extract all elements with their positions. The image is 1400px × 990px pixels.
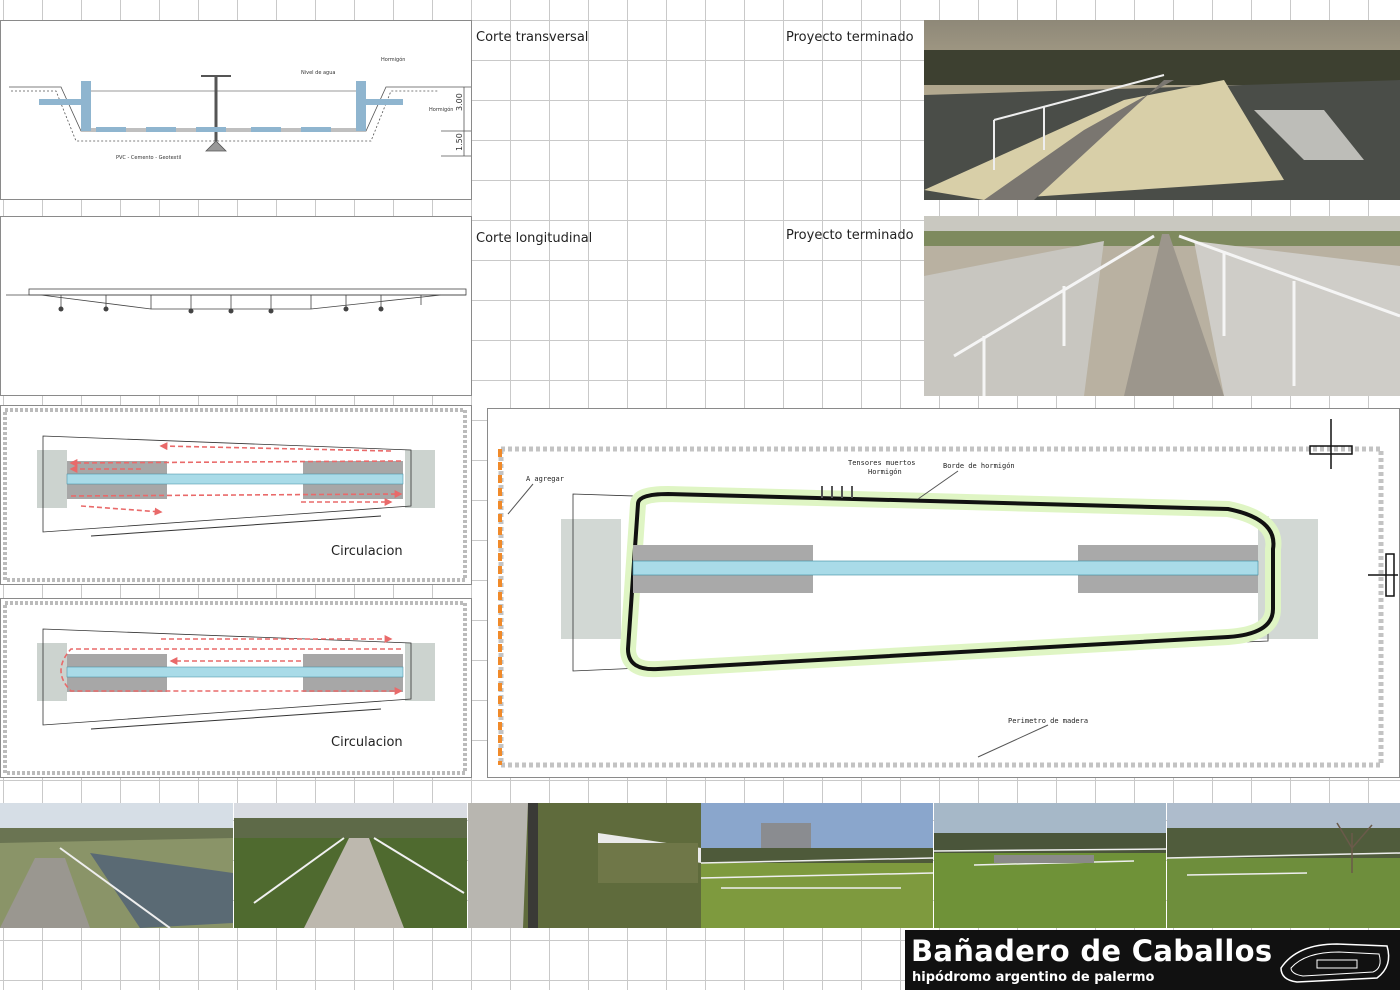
annotation: Nivel de agua	[301, 70, 335, 76]
logo	[1280, 943, 1390, 983]
diagram-title: Circulacion	[331, 735, 403, 750]
poster-title: Bañadero de Caballos	[911, 934, 1273, 968]
annotation: Hormigón	[868, 468, 902, 476]
cross-section-panel: Nivel de agua Hormigón Hormigón PVC - Ce…	[0, 20, 472, 200]
plan-panel: A agregar Tensores muertos Hormigón Bord…	[487, 408, 1400, 778]
annotation: Tensores muertos	[848, 459, 915, 467]
dimension: 3.00	[455, 93, 464, 111]
annotation: PVC - Cemento - Geotextil	[116, 155, 181, 161]
plan-drawing: A agregar Tensores muertos Hormigón Bord…	[498, 419, 1398, 768]
section-title: Corte transversal	[476, 30, 589, 45]
photo	[234, 803, 467, 928]
circulation-panel	[0, 598, 472, 778]
long-section-panel	[0, 216, 472, 396]
photo-caption: Proyecto terminado	[786, 228, 914, 243]
photo	[933, 803, 1167, 928]
circulation-panel	[0, 405, 472, 585]
cross-section-drawing: Nivel de agua Hormigón Hormigón PVC - Ce…	[9, 56, 471, 161]
circulation-diagram	[3, 601, 467, 775]
section-title: Corte longitudinal	[476, 231, 593, 246]
photo-caption: Proyecto terminado	[786, 30, 914, 45]
diagram-title: Circulacion	[331, 544, 403, 559]
long-section-drawing	[6, 288, 467, 314]
annotation: A agregar	[526, 475, 564, 483]
photo	[924, 20, 1400, 200]
dimension: 1.50	[455, 133, 464, 151]
circulation-diagram	[3, 408, 467, 582]
photo	[700, 803, 934, 928]
annotation: Perimetro de madera	[1008, 717, 1088, 725]
annotation: Hormigón	[381, 56, 405, 63]
photo	[468, 803, 701, 928]
photo	[924, 216, 1400, 396]
photo	[0, 803, 233, 928]
annotation: Hormigón	[429, 106, 453, 113]
title-block: Bañadero de Caballos hipódromo argentino…	[905, 930, 1400, 990]
poster-subtitle: hipódromo argentino de palermo	[912, 970, 1155, 985]
photo-strip	[0, 803, 1400, 928]
annotation: Borde de hormigón	[943, 462, 1015, 470]
photo	[1166, 803, 1400, 928]
